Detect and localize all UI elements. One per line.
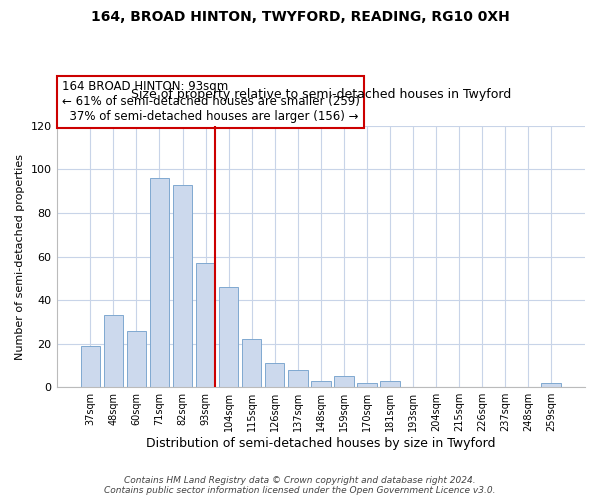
Bar	[380, 380, 400, 387]
Bar	[541, 383, 561, 387]
Bar	[104, 316, 123, 387]
Text: 164, BROAD HINTON, TWYFORD, READING, RG10 0XH: 164, BROAD HINTON, TWYFORD, READING, RG1…	[91, 10, 509, 24]
Bar	[80, 346, 100, 387]
Bar	[219, 287, 238, 387]
Bar	[311, 380, 331, 387]
Bar	[127, 330, 146, 387]
Bar	[288, 370, 308, 387]
Bar	[196, 263, 215, 387]
Bar	[357, 383, 377, 387]
Y-axis label: Number of semi-detached properties: Number of semi-detached properties	[15, 154, 25, 360]
Text: 164 BROAD HINTON: 93sqm
← 61% of semi-detached houses are smaller (259)
  37% of: 164 BROAD HINTON: 93sqm ← 61% of semi-de…	[62, 80, 360, 123]
Bar	[242, 340, 262, 387]
Bar	[173, 184, 193, 387]
Title: Size of property relative to semi-detached houses in Twyford: Size of property relative to semi-detach…	[131, 88, 511, 101]
Text: Contains HM Land Registry data © Crown copyright and database right 2024.
Contai: Contains HM Land Registry data © Crown c…	[104, 476, 496, 495]
Bar	[334, 376, 353, 387]
Bar	[265, 364, 284, 387]
X-axis label: Distribution of semi-detached houses by size in Twyford: Distribution of semi-detached houses by …	[146, 437, 496, 450]
Bar	[149, 178, 169, 387]
